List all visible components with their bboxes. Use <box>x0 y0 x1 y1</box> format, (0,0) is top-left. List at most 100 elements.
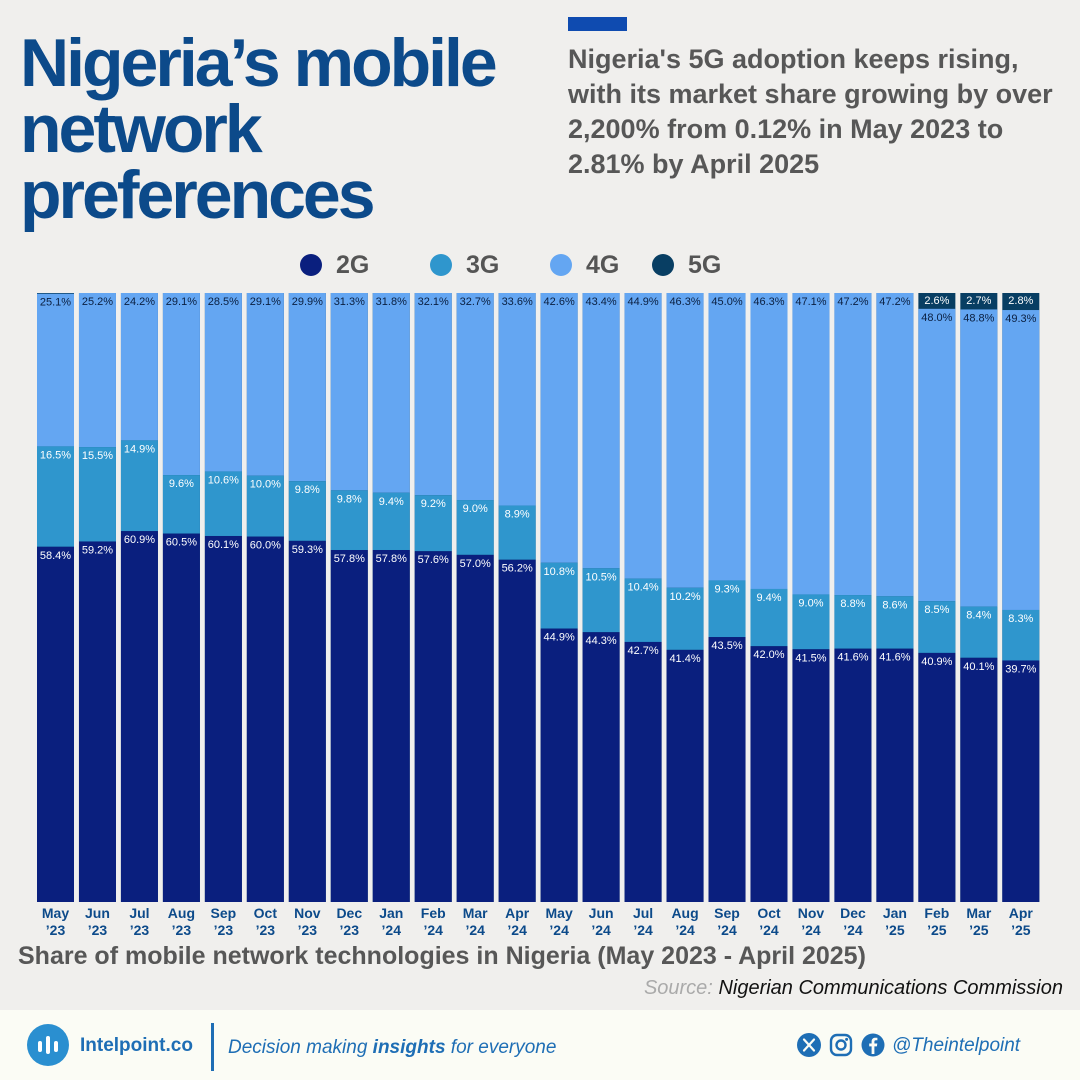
bar-3g-segment <box>918 601 956 653</box>
x-tick-label: May ’24 <box>546 905 573 938</box>
bar-3g-segment <box>960 606 998 658</box>
data-label-3g: 10.5% <box>586 571 617 583</box>
brand-name[interactable]: Intelpoint.co <box>80 1035 193 1056</box>
legend-label-4g: 4G <box>586 250 620 279</box>
legend-label-3g: 3G <box>466 250 500 279</box>
data-label-3g: 9.8% <box>337 493 362 505</box>
bar-4g-segment <box>918 308 956 602</box>
data-label-2g: 41.6% <box>879 652 910 664</box>
legend-swatch-4g <box>550 254 572 276</box>
bar-4g-segment <box>498 293 536 506</box>
instagram-icon[interactable] <box>829 1033 853 1057</box>
x-tick-label: Jul ’24 <box>633 905 653 938</box>
bar-2g-segment <box>498 559 536 902</box>
data-label-3g: 9.8% <box>295 484 320 496</box>
data-label-3g: 10.4% <box>627 582 658 594</box>
data-label-4g: 47.2% <box>879 296 910 308</box>
data-label-3g: 8.3% <box>1008 613 1033 625</box>
data-label-4g: 48.0% <box>921 312 952 324</box>
tagline-emphasis: insights <box>372 1037 446 1058</box>
bar-2g-segment <box>78 541 116 902</box>
data-label-4g: 25.2% <box>82 296 113 308</box>
x-tick-year: ’23 <box>130 922 150 938</box>
x-tick-year: ’24 <box>465 922 485 938</box>
data-label-3g: 9.3% <box>714 583 739 595</box>
bar-4g-segment <box>834 293 872 596</box>
x-tick-month: Jul <box>633 905 653 921</box>
x-tick-label: Mar ’24 <box>463 905 488 938</box>
bar-4g-segment <box>750 293 788 589</box>
bar-4g-segment <box>204 293 242 472</box>
bar-3g-segment <box>372 492 410 550</box>
tagline: Decision making insights for everyone <box>228 1037 556 1059</box>
x-tick-year: ’23 <box>298 922 318 938</box>
x-tick-label: Jun ’23 <box>85 905 110 938</box>
bar-2g-segment <box>918 652 956 902</box>
x-tick-label: Jun ’24 <box>589 905 614 938</box>
data-label-2g: 41.6% <box>837 652 868 664</box>
source-line: Source: Nigerian Communications Commissi… <box>644 977 1063 1000</box>
bar-3g-segment <box>120 440 158 532</box>
bar-3g-segment <box>750 588 788 647</box>
brand-logo-icon[interactable] <box>27 1024 69 1066</box>
bar-2g-segment <box>666 649 704 902</box>
bar-4g-segment <box>1002 310 1040 610</box>
data-label-3g: 10.2% <box>669 591 700 603</box>
bar-4g-segment <box>78 293 116 448</box>
x-tick-year: ’24 <box>675 922 695 938</box>
bar-2g-segment <box>372 549 410 902</box>
data-label-2g: 43.5% <box>711 640 742 652</box>
bar-3g-segment <box>288 481 326 541</box>
data-label-3g: 16.5% <box>40 449 71 461</box>
x-tick-month: Dec <box>336 905 362 921</box>
x-tick-month: Apr <box>505 905 530 921</box>
x-tick-year: ’25 <box>969 922 989 938</box>
data-label-4g: 32.7% <box>460 296 491 308</box>
x-tick-label: Mar ’25 <box>966 905 991 938</box>
x-tick-year: ’25 <box>885 922 905 938</box>
data-label-4g: 29.9% <box>292 296 323 308</box>
data-label-3g: 10.0% <box>250 479 281 491</box>
bar-3g-segment <box>834 595 872 649</box>
data-label-3g: 9.0% <box>798 597 823 609</box>
bar-3g-segment <box>456 500 494 555</box>
bar-2g-segment <box>624 641 662 902</box>
stacked-bar-chart: 58.4%16.5%25.1%May ’2359.2%15.5%25.2%Jun’… <box>37 293 1040 938</box>
data-label-5g: 2.7% <box>966 295 991 307</box>
bar-4g-segment <box>162 293 200 476</box>
x-icon[interactable] <box>797 1033 821 1057</box>
legend-item-2g: 2G <box>300 250 369 280</box>
legend-swatch-5g <box>652 254 674 276</box>
x-tick-year: ’24 <box>549 922 569 938</box>
x-tick-label: Dec ’23 <box>336 905 362 938</box>
x-tick-label: May ’23 <box>42 905 69 938</box>
x-tick-year: ’24 <box>507 922 527 938</box>
data-label-4g: 25.1% <box>40 297 71 309</box>
bar-2g-segment <box>120 531 158 902</box>
bar-4g-segment <box>708 293 746 581</box>
data-label-3g: 8.6% <box>882 599 907 611</box>
data-label-2g: 40.1% <box>963 661 994 673</box>
data-label-3g: 8.4% <box>966 610 991 622</box>
bar-3g-segment <box>498 505 536 560</box>
bar-3g-segment <box>37 446 74 547</box>
tagline-start: Decision making <box>228 1037 373 1058</box>
bar-2g-segment <box>1002 660 1040 902</box>
data-label-4g: 31.3% <box>334 296 365 308</box>
facebook-icon[interactable] <box>861 1033 885 1057</box>
data-label-2g: 57.6% <box>418 554 449 566</box>
legend-item-3g: 3G <box>430 250 499 280</box>
source-label: Source: <box>643 977 713 999</box>
x-tick-year: ’23 <box>214 922 234 938</box>
data-label-2g: 41.5% <box>795 652 826 664</box>
data-label-2g: 56.2% <box>502 563 533 575</box>
bar-2g-segment <box>960 657 998 902</box>
x-tick-month: Sep <box>211 905 237 921</box>
bar-4g-segment <box>372 293 410 493</box>
data-label-4g: 43.4% <box>586 296 617 308</box>
social-handle[interactable]: @Theintelpoint <box>892 1035 1021 1056</box>
bar-2g-segment <box>792 649 830 902</box>
x-tick-year: ’24 <box>801 922 821 938</box>
legend-label-2g: 2G <box>336 250 370 279</box>
bar-2g-segment <box>37 546 74 902</box>
